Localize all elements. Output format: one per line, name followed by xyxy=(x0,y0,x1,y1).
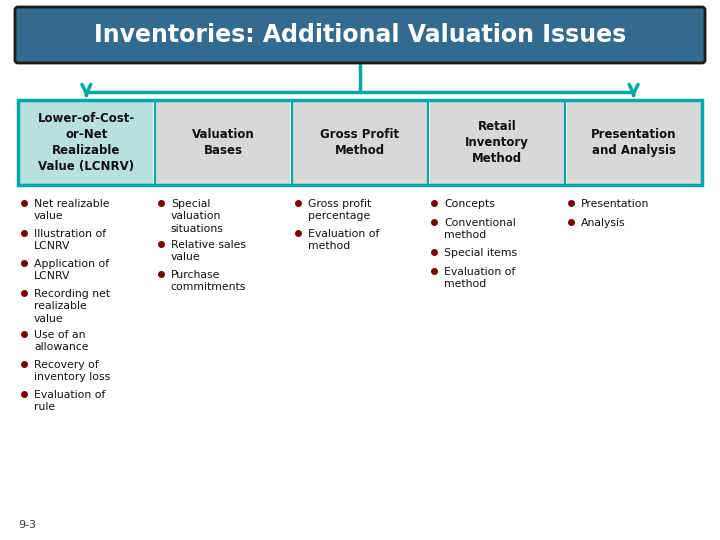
Text: Presentation
and Analysis: Presentation and Analysis xyxy=(591,128,676,157)
Text: Presentation: Presentation xyxy=(581,199,649,209)
FancyBboxPatch shape xyxy=(15,7,705,63)
Text: Net realizable
value: Net realizable value xyxy=(34,199,109,221)
Text: Application of
LCNRV: Application of LCNRV xyxy=(34,259,109,281)
Text: Concepts: Concepts xyxy=(444,199,495,209)
Text: Gross Profit
Method: Gross Profit Method xyxy=(320,128,400,157)
FancyBboxPatch shape xyxy=(430,102,564,184)
Text: Gross profit
percentage: Gross profit percentage xyxy=(307,199,371,221)
Text: Recovery of
inventory loss: Recovery of inventory loss xyxy=(34,360,110,382)
Text: Conventional
method: Conventional method xyxy=(444,218,516,240)
Text: Analysis: Analysis xyxy=(581,218,626,228)
Text: Evaluation of
rule: Evaluation of rule xyxy=(34,390,105,413)
Text: Lower-of-Cost-
or-Net
Realizable
Value (LCNRV): Lower-of-Cost- or-Net Realizable Value (… xyxy=(37,112,135,173)
FancyBboxPatch shape xyxy=(567,102,701,184)
Text: Purchase
commitments: Purchase commitments xyxy=(171,270,246,292)
FancyBboxPatch shape xyxy=(156,102,290,184)
Text: 9-3: 9-3 xyxy=(18,520,36,530)
Text: Relative sales
value: Relative sales value xyxy=(171,240,246,262)
Text: Evaluation of
method: Evaluation of method xyxy=(307,229,379,252)
FancyBboxPatch shape xyxy=(19,102,153,184)
Text: Evaluation of
method: Evaluation of method xyxy=(444,267,516,289)
Text: Special items: Special items xyxy=(444,248,518,258)
Text: Retail
Inventory
Method: Retail Inventory Method xyxy=(465,120,528,165)
Text: Use of an
allowance: Use of an allowance xyxy=(34,330,89,353)
Text: Special
valuation
situations: Special valuation situations xyxy=(171,199,224,234)
FancyBboxPatch shape xyxy=(293,102,427,184)
Text: Recording net
realizable
value: Recording net realizable value xyxy=(34,289,110,324)
Text: Valuation
Bases: Valuation Bases xyxy=(192,128,255,157)
Text: Illustration of
LCNRV: Illustration of LCNRV xyxy=(34,229,106,252)
Text: Inventories: Additional Valuation Issues: Inventories: Additional Valuation Issues xyxy=(94,23,626,47)
